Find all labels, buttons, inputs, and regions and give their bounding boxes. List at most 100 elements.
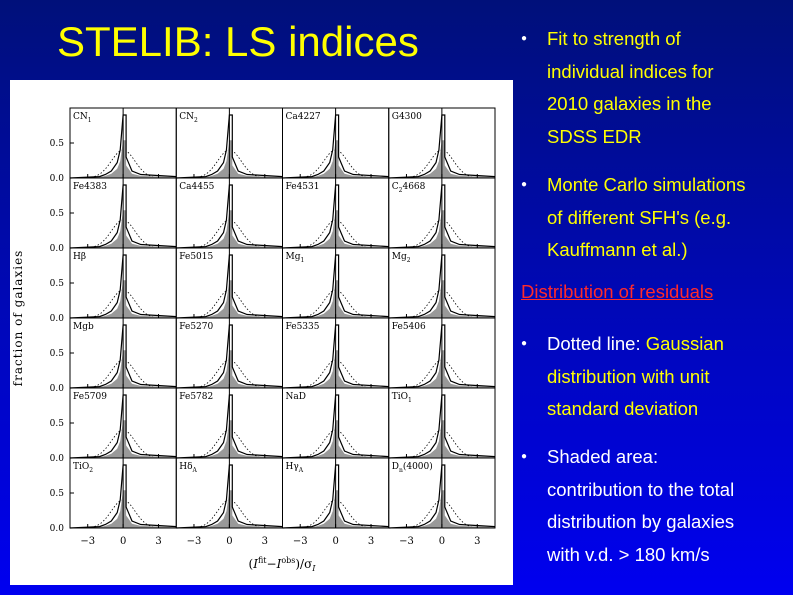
panel-label: NaD — [286, 392, 306, 402]
panel-label: Mg2 — [392, 252, 411, 264]
panel-label: Mg1 — [286, 252, 305, 264]
histogram-outline — [282, 394, 389, 459]
histogram-outline — [388, 114, 496, 179]
histogram-outline — [69, 324, 177, 389]
panel-label: Fe4531 — [286, 182, 320, 192]
panel-label-text: Mg — [392, 252, 407, 262]
panel-label: TiO1 — [392, 392, 412, 404]
bullet-dot: ● — [521, 451, 528, 462]
panel-label-sub: 2 — [89, 467, 93, 474]
histogram-outline — [388, 394, 496, 459]
panel-label: CN2 — [179, 112, 198, 124]
bullet-line: contribution to the total — [521, 474, 734, 507]
bullet-line: distribution by galaxies — [521, 506, 734, 539]
histogram-outline — [282, 324, 389, 389]
bullet-text: 2010 galaxies in the — [547, 93, 712, 114]
y-tick-label: 0.5 — [50, 209, 65, 219]
x-tick-label: −3 — [187, 536, 202, 547]
x-label-a: I — [252, 557, 258, 571]
panel-label: Ca4455 — [179, 182, 214, 192]
bullet-line: of different SFH's (e.g. — [521, 202, 745, 235]
bullet-dot: ● — [521, 33, 528, 44]
panel-label-text: Fe5709 — [73, 392, 107, 402]
histogram-outline — [388, 254, 496, 319]
bullet-line: distribution with unit — [521, 361, 724, 394]
bullet-item: ● Shaded area: contribution to the total di… — [521, 441, 734, 571]
panel-label: Fe4383 — [73, 182, 107, 192]
x-axis-label: (Ifit−Iobs)/σI — [249, 556, 317, 573]
panel-label-text: D — [392, 462, 399, 472]
panel-label-text: Mgb — [73, 322, 94, 332]
histogram-outline — [388, 324, 496, 389]
panel-label-text: Hδ — [179, 462, 192, 472]
bullet-line: SDSS EDR — [521, 121, 714, 154]
y-tick-label: 0.0 — [50, 174, 65, 184]
histogram-outline — [176, 184, 283, 249]
histogram-outline — [69, 254, 177, 319]
panel-label-text: Fe4531 — [286, 182, 320, 192]
bullet-line: 2010 galaxies in the — [521, 88, 714, 121]
bullet-line: Fit to strength of — [521, 23, 714, 56]
bullet-lead: Dotted line: — [547, 333, 646, 354]
panel-label-text: Ca4227 — [286, 112, 321, 122]
panel-label-sub: 2 — [407, 257, 411, 264]
panel-label: Fe5335 — [286, 322, 320, 332]
bullet-item: ● Fit to strength of individual indices fo… — [521, 23, 714, 153]
y-axis-label: fraction of galaxies — [11, 250, 25, 387]
panel-label-text: Fe5406 — [392, 322, 426, 332]
panel-label-text: Fe5015 — [179, 252, 213, 262]
histogram-outline — [388, 184, 496, 249]
x-tick-label: 0 — [332, 536, 338, 547]
panel-label: Hβ — [73, 252, 86, 262]
panel-label-text: TiO — [73, 462, 89, 472]
panel-label-text: Fe5335 — [286, 322, 320, 332]
slide-title: STELIB: LS indices — [57, 18, 419, 65]
bullet-text: contribution to the total — [547, 478, 735, 500]
x-tick-label: −3 — [80, 536, 95, 547]
y-tick-label: 0.5 — [50, 349, 65, 359]
histogram-outline — [176, 114, 283, 179]
bullet-item: ● Monte Carlo simulations of different SFH… — [521, 169, 745, 267]
panel-label-text: Ca4455 — [179, 182, 214, 192]
histogram-outline — [282, 254, 389, 319]
panel-label-text: Hγ — [286, 462, 299, 472]
panel-label-text: Fe5270 — [179, 322, 213, 332]
panel-label-sub: 1 — [408, 397, 412, 404]
panel-label: Dn(4000) — [392, 461, 433, 474]
panel-label: Ca4227 — [286, 112, 321, 122]
bullet-line: with v.d. > 180 km/s — [521, 539, 734, 572]
y-tick-label: 0.0 — [50, 524, 65, 534]
panel-label: C24668 — [392, 182, 426, 194]
panel-label: Fe5782 — [179, 392, 213, 402]
y-tick-label: 0.0 — [50, 314, 65, 324]
bullet-text: Monte Carlo simulations — [547, 174, 746, 195]
panel-label: HγA — [286, 462, 304, 474]
bullet-text: Gaussian — [645, 333, 724, 354]
y-tick-label: 0.5 — [50, 419, 65, 429]
bullet-dot: ● — [521, 338, 528, 349]
x-tick-label: 0 — [439, 536, 445, 547]
panel-label-sub: 1 — [88, 117, 92, 124]
x-label-b-sup: obs — [281, 556, 295, 565]
panel-label: Mgb — [73, 322, 94, 332]
panel-label-sub: 1 — [300, 257, 304, 264]
histogram-outline — [69, 464, 177, 529]
panel-label: HδA — [179, 462, 197, 474]
x-tick-label: 0 — [226, 536, 232, 547]
panel-label: G4300 — [392, 112, 422, 122]
histogram-outline — [69, 394, 177, 459]
panel-label: CN1 — [73, 112, 92, 124]
panel-label-after: 4668 — [402, 182, 425, 192]
bullet-text: Kauffmann et al.) — [547, 239, 688, 260]
histogram-outline — [176, 464, 283, 529]
section-heading: Distribution of residuals — [521, 281, 714, 302]
bullet-text: Shaded area: — [547, 446, 659, 467]
bullet-text: Fit to strength of — [547, 28, 681, 49]
x-label-open: ( — [249, 557, 254, 571]
panel-label-text: G4300 — [392, 112, 422, 122]
panel-label: Fe5406 — [392, 322, 426, 332]
panel-label-text: C — [392, 182, 399, 192]
y-tick-label: 0.5 — [50, 279, 65, 289]
bullet-text: distribution by galaxies — [547, 511, 735, 532]
